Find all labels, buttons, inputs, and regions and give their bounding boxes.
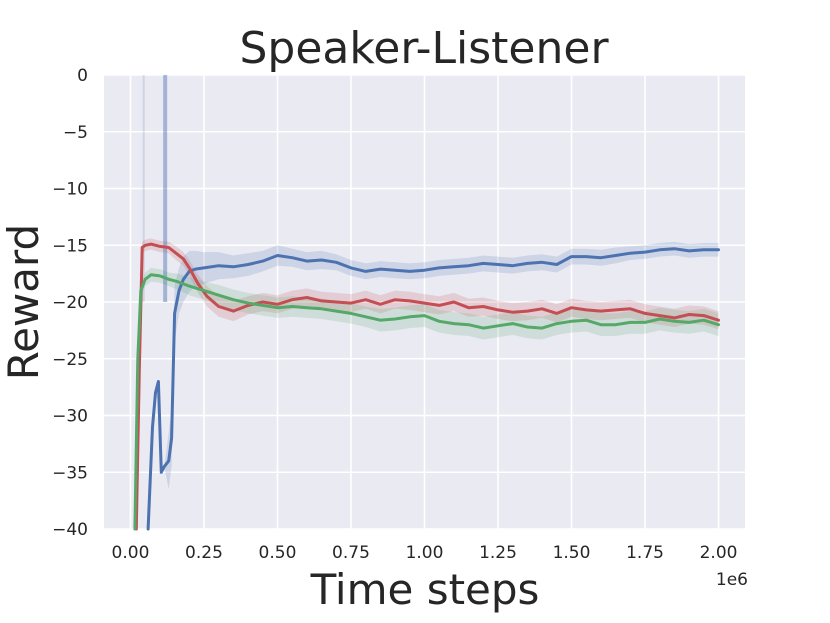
- x-tick-label: 0.75: [332, 543, 370, 563]
- chart-title: Speaker-Listener: [239, 23, 609, 74]
- y-tick-label: −35: [52, 463, 88, 483]
- series-line: [133, 273, 720, 531]
- variance-spikes: [142, 75, 168, 302]
- variance-spike: [142, 75, 145, 302]
- confidence-band: [148, 241, 719, 530]
- y-tick-label: −10: [52, 180, 88, 200]
- confidence-bands: [134, 238, 719, 530]
- y-tick-labels: 0 −5 −10 −15 −20 −25 −30 −35 −40: [52, 66, 88, 540]
- confidence-band: [134, 267, 719, 529]
- y-axis-label: Reward: [0, 224, 48, 380]
- x-tick-label: 1.25: [479, 543, 517, 563]
- variance-spike: [163, 75, 168, 302]
- x-tick-label: 1.50: [553, 543, 591, 563]
- y-tick-label: −5: [63, 123, 88, 143]
- series-lines: [133, 242, 720, 531]
- series-line: [146, 247, 720, 531]
- x-tick-label: 1.00: [406, 543, 444, 563]
- y-tick-label: −40: [52, 520, 88, 540]
- confidence-band: [136, 238, 719, 529]
- x-tick-label: 1.75: [626, 543, 664, 563]
- series-line: [134, 242, 720, 531]
- x-axis-label: Time steps: [310, 565, 540, 614]
- x-tick-label: 0.00: [112, 543, 150, 563]
- x-tick-label: 0.50: [259, 543, 297, 563]
- x-tick-label: 0.25: [185, 543, 223, 563]
- y-tick-label: −30: [52, 407, 88, 427]
- x-tick-label: 2.00: [700, 543, 738, 563]
- y-tick-label: −25: [52, 350, 88, 370]
- y-tick-label: −15: [52, 236, 88, 256]
- x-tick-labels: 0.00 0.25 0.50 0.75 1.00 1.25 1.50 1.75 2.00: [112, 543, 738, 563]
- y-tick-label: 0: [77, 66, 88, 86]
- y-tick-label: −20: [52, 293, 88, 313]
- x-axis-offset-label: 1e6: [716, 570, 748, 590]
